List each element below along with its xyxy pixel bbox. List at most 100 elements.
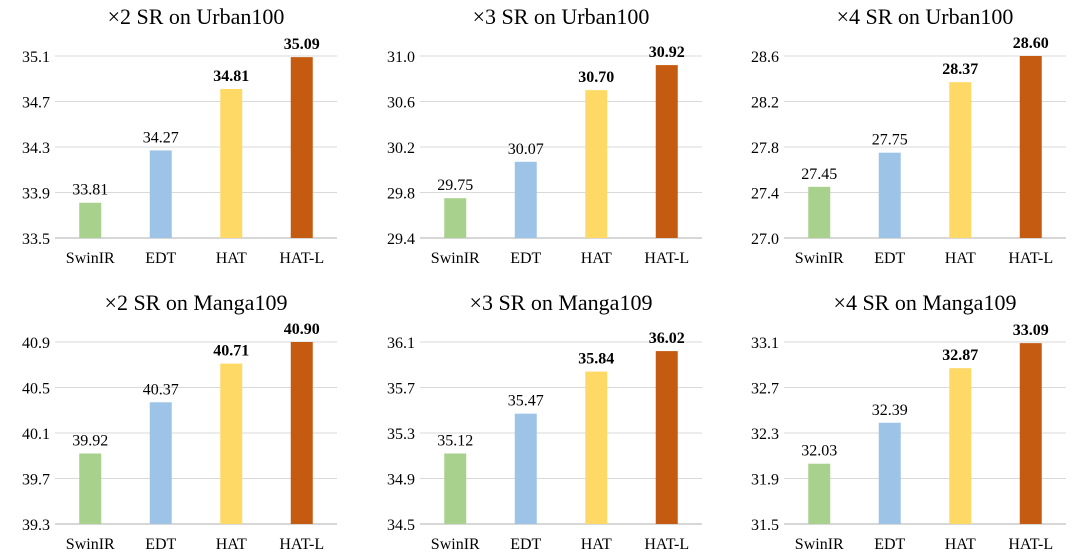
data-label: 40.71 [213, 343, 249, 360]
y-tick-label: 40.9 [22, 335, 50, 352]
bar [290, 57, 313, 239]
data-label: 35.47 [508, 393, 544, 410]
x-tick-label: SwinIR [795, 250, 844, 267]
x-tick-label: HAT [216, 536, 247, 553]
data-label: 39.92 [72, 432, 108, 449]
data-label: 35.84 [578, 351, 614, 368]
x-tick-label: EDT [510, 250, 541, 267]
data-label: 33.09 [1013, 322, 1049, 339]
bar [655, 351, 678, 524]
chart-panel: ×4 SR on Manga109 31.5 31.9 32.3 32.7 33.1 32.… [751, 290, 1066, 553]
bar [149, 150, 172, 238]
bar [585, 90, 608, 238]
y-tick-label: 31.0 [387, 49, 415, 66]
y-tick-label: 27.8 [751, 140, 779, 157]
y-tick-label: 33.5 [22, 231, 50, 248]
data-label: 40.37 [143, 381, 179, 398]
x-tick-label: HAT [945, 250, 976, 267]
chart-title: ×2 SR on Urban100 [108, 4, 285, 29]
y-tick-label: 35.1 [22, 49, 50, 66]
x-tick-label: SwinIR [795, 536, 844, 553]
bar [949, 82, 972, 238]
y-tick-label: 29.4 [387, 231, 415, 248]
y-tick-label: 34.5 [387, 517, 415, 534]
chart-title: ×3 SR on Manga109 [470, 290, 653, 315]
x-tick-label: EDT [510, 536, 541, 553]
data-label: 30.92 [649, 44, 685, 61]
y-tick-label: 34.7 [22, 95, 50, 112]
data-label: 30.70 [578, 69, 614, 86]
data-label: 35.12 [437, 432, 473, 449]
x-tick-label: SwinIR [66, 536, 115, 553]
chart-panel: ×4 SR on Urban100 27.0 27.4 27.8 28.2 28.6 27.… [751, 4, 1066, 267]
y-tick-label: 33.9 [22, 186, 50, 203]
x-tick-label: HAT-L [279, 250, 324, 267]
data-label: 28.60 [1013, 35, 1049, 52]
x-tick-label: EDT [145, 250, 176, 267]
bar [808, 463, 831, 524]
bar [444, 198, 467, 238]
data-label: 27.75 [872, 132, 908, 149]
bar [149, 402, 172, 524]
x-tick-label: SwinIR [66, 250, 115, 267]
data-label: 32.39 [872, 402, 908, 419]
data-label: 32.87 [942, 347, 978, 364]
x-tick-label: HAT [945, 536, 976, 553]
bar [1019, 343, 1042, 524]
x-tick-label: HAT-L [1008, 536, 1053, 553]
y-tick-label: 30.2 [387, 140, 415, 157]
x-tick-label: HAT [581, 250, 612, 267]
bar [79, 453, 102, 524]
chart-panel: ×2 SR on Manga109 39.3 39.7 40.1 40.5 40.9 39.… [22, 290, 337, 553]
x-tick-label: SwinIR [431, 536, 480, 553]
bar [220, 363, 243, 524]
y-tick-label: 39.7 [22, 472, 50, 489]
data-label: 28.37 [942, 61, 978, 78]
bar [79, 202, 102, 238]
x-tick-label: HAT-L [279, 536, 324, 553]
bar [514, 161, 537, 238]
chart-panel: ×2 SR on Urban100 33.5 33.9 34.3 34.7 35.1 33.… [22, 4, 337, 267]
y-tick-label: 39.3 [22, 517, 50, 534]
y-tick-label: 31.9 [751, 472, 779, 489]
y-tick-label: 34.3 [22, 140, 50, 157]
data-label: 34.81 [213, 68, 249, 85]
y-tick-label: 36.1 [387, 335, 415, 352]
y-tick-label: 27.4 [751, 186, 779, 203]
x-tick-label: HAT-L [1008, 250, 1053, 267]
y-tick-label: 27.0 [751, 231, 779, 248]
bar [514, 413, 537, 524]
y-tick-label: 40.5 [22, 381, 50, 398]
x-tick-label: HAT-L [644, 536, 689, 553]
bar [1019, 56, 1042, 238]
bar [878, 422, 901, 524]
bar [808, 186, 831, 238]
y-tick-label: 28.6 [751, 49, 779, 66]
y-tick-label: 28.2 [751, 95, 779, 112]
bar [585, 371, 608, 524]
x-tick-label: HAT-L [644, 250, 689, 267]
data-label: 34.27 [143, 129, 179, 146]
y-tick-label: 32.3 [751, 426, 779, 443]
bar [655, 65, 678, 238]
y-tick-label: 35.7 [387, 381, 415, 398]
y-tick-label: 30.6 [387, 95, 415, 112]
y-tick-label: 33.1 [751, 335, 779, 352]
x-tick-label: SwinIR [431, 250, 480, 267]
chart-title: ×4 SR on Manga109 [834, 290, 1017, 315]
chart-panel: ×3 SR on Urban100 29.4 29.8 30.2 30.6 31.0 29.… [387, 4, 702, 267]
y-tick-label: 34.9 [387, 472, 415, 489]
bar [290, 342, 313, 524]
chart-panel: ×3 SR on Manga109 34.5 34.9 35.3 35.7 36.1 35.… [387, 290, 702, 553]
data-label: 36.02 [649, 330, 685, 347]
data-label: 33.81 [72, 182, 108, 199]
data-label: 35.09 [284, 36, 320, 53]
y-tick-label: 40.1 [22, 426, 50, 443]
y-tick-label: 35.3 [387, 426, 415, 443]
x-tick-label: HAT [216, 250, 247, 267]
data-label: 30.07 [508, 141, 544, 158]
x-tick-label: EDT [874, 536, 905, 553]
bar [220, 88, 243, 238]
chart-title: ×3 SR on Urban100 [473, 4, 650, 29]
